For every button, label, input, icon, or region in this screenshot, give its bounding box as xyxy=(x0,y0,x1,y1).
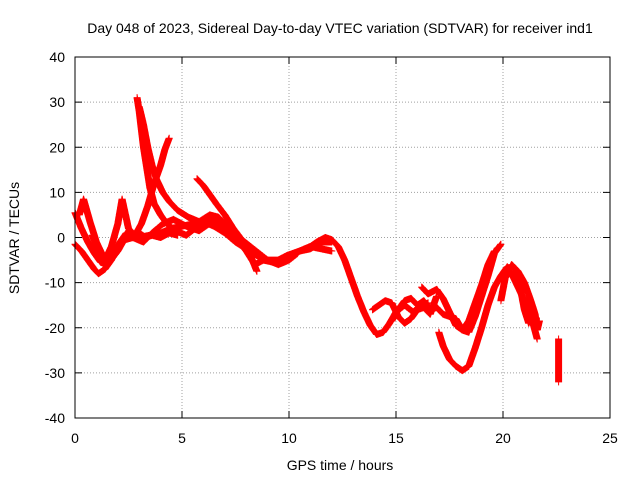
y-tick-label: 40 xyxy=(49,49,65,65)
marks-track-4 xyxy=(88,195,139,264)
marks-track-7 xyxy=(135,103,261,275)
x-tick-label: 15 xyxy=(388,430,404,446)
x-tick-label: 10 xyxy=(281,430,297,446)
y-tick-label: -10 xyxy=(45,275,65,291)
series-track-15 xyxy=(512,265,537,327)
y-tick-label: 20 xyxy=(49,139,65,155)
x-tick-label: 25 xyxy=(602,430,618,446)
marks-track-8 xyxy=(193,175,302,269)
y-axis-label: SDTVAR / TECUs xyxy=(6,182,22,294)
grid xyxy=(75,57,610,418)
x-tick-label: 0 xyxy=(71,430,79,446)
y-tick-label: -30 xyxy=(45,365,65,381)
series-track-4 xyxy=(88,195,139,264)
marks-track-12 xyxy=(418,247,498,334)
y-ticks: -40 -30 -20 -10 0 10 20 30 40 xyxy=(45,49,610,426)
x-tick-label: 5 xyxy=(178,430,186,446)
y-tick-label: -40 xyxy=(45,410,65,426)
y-tick-label: 10 xyxy=(49,184,65,200)
series-track-8 xyxy=(193,175,302,269)
marks-track-15 xyxy=(512,265,537,327)
x-ticks: 0 5 10 15 20 25 xyxy=(71,57,618,446)
y-tick-label: 0 xyxy=(57,230,65,246)
data-layer xyxy=(71,94,563,386)
x-axis-label: GPS time / hours xyxy=(287,457,394,473)
x-tick-label: 20 xyxy=(495,430,511,446)
y-tick-label: 30 xyxy=(49,94,65,110)
series-track-7 xyxy=(135,103,261,275)
series-track-16 xyxy=(555,335,563,386)
chart-title: Day 048 of 2023, Sidereal Day-to-day VTE… xyxy=(87,20,593,36)
series-track-12 xyxy=(418,247,498,334)
marks-track-16 xyxy=(555,335,563,386)
y-tick-label: -20 xyxy=(45,320,65,336)
